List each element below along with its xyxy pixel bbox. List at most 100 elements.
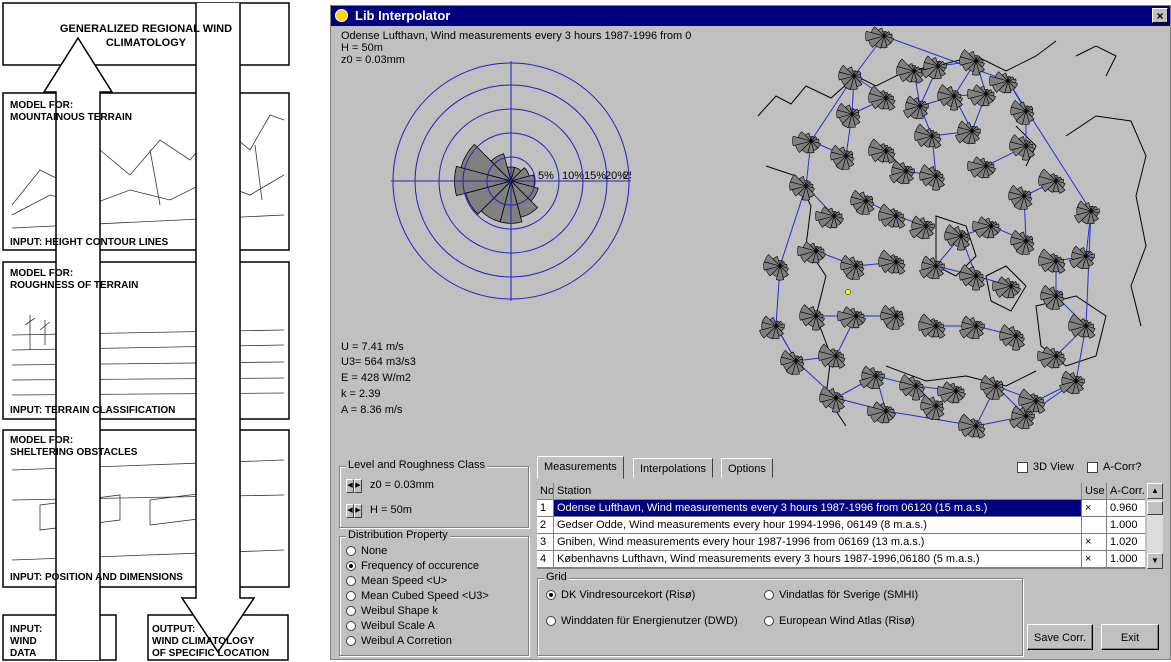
- radio-icon[interactable]: [346, 636, 356, 646]
- grid-option-label: DK Vindresourcekort (Risø): [561, 589, 696, 601]
- radio-icon[interactable]: [546, 616, 556, 626]
- cell-no[interactable]: 1: [537, 500, 553, 516]
- scroll-down-icon[interactable]: ▼: [1147, 553, 1163, 569]
- h-spinner[interactable]: ◀ ▶: [346, 504, 362, 518]
- station-rose: [959, 315, 985, 340]
- station-rose: [980, 374, 1005, 401]
- table-row[interactable]: 1 Odense Lufthavn, Wind measurements ever…: [537, 500, 1145, 517]
- station-rose: [992, 276, 1021, 299]
- title-bar[interactable]: Lib Interpolator ×: [331, 6, 1170, 26]
- cell-use[interactable]: ×: [1082, 534, 1106, 550]
- cell-no[interactable]: 4: [537, 551, 553, 567]
- diagram-s3-model2: SHELTERING OBSTACLES: [10, 447, 138, 458]
- distribution-caption: Distribution Property: [346, 529, 450, 541]
- check-3d-view[interactable]: 3D View: [1017, 461, 1074, 473]
- distribution-option[interactable]: Weibul A Corretion: [346, 635, 452, 647]
- station-rose: [868, 85, 896, 111]
- save-corr-button[interactable]: Save Corr.: [1027, 624, 1093, 650]
- radio-icon[interactable]: [346, 621, 356, 631]
- cell-use[interactable]: ×: [1082, 500, 1106, 516]
- distribution-option[interactable]: Weibul Scale A: [346, 620, 435, 632]
- radio-icon[interactable]: [346, 546, 356, 556]
- ring-label-15: 15%: [584, 170, 606, 182]
- table-scrollbar[interactable]: ▲ ▼: [1147, 483, 1163, 569]
- station-rose: [921, 55, 947, 80]
- station-rose: [914, 123, 942, 149]
- station-rose: [918, 313, 946, 339]
- check-3d-box[interactable]: [1017, 461, 1028, 473]
- station-rose: [780, 349, 805, 376]
- station-rose: [797, 241, 826, 264]
- table-row[interactable]: 4 Københavns Lufthavn, Wind measurements …: [537, 551, 1145, 568]
- level-roughness-group: Level and Roughness Class ◀ ▶ z0 = 0.03mm…: [339, 459, 529, 528]
- grid-option[interactable]: Winddaten für Energienutzer (DWD): [546, 615, 738, 627]
- table-header: No. Station Use A-Corr.: [537, 483, 1145, 500]
- station-rose: [815, 206, 844, 229]
- scroll-up-icon[interactable]: ▲: [1147, 483, 1163, 499]
- distribution-option[interactable]: Frequency of occurence: [346, 560, 479, 572]
- check-acorr[interactable]: A-Corr?: [1087, 461, 1142, 473]
- stat-u: U = 7.41 m/s: [341, 341, 404, 353]
- cell-acorr[interactable]: 1.020: [1107, 534, 1145, 550]
- close-button[interactable]: ×: [1152, 8, 1168, 23]
- radio-icon[interactable]: [764, 590, 774, 600]
- check-acorr-box[interactable]: [1087, 461, 1098, 473]
- radio-icon[interactable]: [546, 590, 556, 600]
- exit-button[interactable]: Exit: [1101, 624, 1159, 650]
- cell-no[interactable]: 3: [537, 534, 553, 550]
- scroll-thumb[interactable]: [1147, 501, 1163, 515]
- cell-station[interactable]: Gedser Odde, Wind measurements every hou…: [554, 517, 1081, 533]
- cell-acorr[interactable]: 0.960: [1107, 500, 1145, 516]
- col-acorr[interactable]: A-Corr.: [1107, 483, 1145, 499]
- radio-icon[interactable]: [346, 591, 356, 601]
- station-rose: [955, 120, 981, 145]
- station-rose: [1038, 168, 1066, 194]
- cell-acorr[interactable]: 1.000: [1107, 551, 1145, 567]
- diagram-br-2: WIND CLIMATOLOGY: [152, 636, 255, 647]
- station-rose: [1074, 200, 1100, 225]
- radio-icon[interactable]: [764, 616, 774, 626]
- distribution-option[interactable]: Weibul Shape k: [346, 605, 438, 617]
- grid-option[interactable]: European Wind Atlas (Risø): [764, 615, 915, 627]
- table-row[interactable]: 2 Gedser Odde, Wind measurements every ho…: [537, 517, 1145, 534]
- station-rose: [909, 215, 935, 240]
- cell-station[interactable]: Odense Lufthavn, Wind measurements every…: [554, 500, 1081, 516]
- radio-icon[interactable]: [346, 561, 356, 571]
- cell-station[interactable]: Gniben, Wind measurements every hour 198…: [554, 534, 1081, 550]
- cell-station[interactable]: Københavns Lufthavn, Wind measurements e…: [554, 551, 1081, 567]
- distribution-option-label: Frequency of occurence: [361, 560, 480, 572]
- station-rose: [937, 381, 966, 404]
- col-use[interactable]: Use: [1082, 483, 1106, 499]
- distribution-option-label: Weibul A Corretion: [361, 635, 452, 647]
- distribution-option-label: Mean Speed <U>: [361, 575, 448, 587]
- radio-icon[interactable]: [346, 576, 356, 586]
- distribution-option[interactable]: Mean Speed <U>: [346, 575, 447, 587]
- cell-acorr[interactable]: 1.000: [1107, 517, 1145, 533]
- station-rose: [919, 255, 945, 280]
- tab-options[interactable]: Options: [721, 458, 773, 478]
- col-no[interactable]: No.: [537, 483, 553, 499]
- tab-measurements[interactable]: Measurements: [537, 456, 624, 479]
- wind-rose-chart: 5% 10% 15% 20% 25%: [391, 61, 631, 301]
- station-rose: [944, 224, 970, 251]
- tab-interpolations[interactable]: Interpolations: [633, 458, 714, 478]
- station-rose: [972, 216, 1001, 239]
- cell-use[interactable]: [1082, 517, 1106, 533]
- grid-option[interactable]: DK Vindresourcekort (Risø): [546, 589, 695, 601]
- distribution-option[interactable]: None: [346, 545, 387, 557]
- station-rose: [830, 144, 855, 171]
- height-label: H = 50m: [341, 42, 383, 54]
- wind-climatology-diagram: GENERALIZED REGIONAL WIND CLIMATOLOGY MO…: [2, 2, 290, 661]
- grid-option[interactable]: Vindatlas för Sverige (SMHI): [764, 589, 918, 601]
- check-3d-label: 3D View: [1033, 461, 1074, 473]
- radio-icon[interactable]: [346, 606, 356, 616]
- z0-spinner[interactable]: ◀ ▶: [346, 479, 362, 493]
- cell-no[interactable]: 2: [537, 517, 553, 533]
- table-row[interactable]: 3 Gniben, Wind measurements every hour 19…: [537, 534, 1145, 551]
- station-rose: [1008, 184, 1033, 211]
- cell-use[interactable]: ×: [1082, 551, 1106, 567]
- distribution-option[interactable]: Mean Cubed Speed <U3>: [346, 590, 489, 602]
- station-map[interactable]: [736, 26, 1166, 446]
- col-station[interactable]: Station: [554, 483, 1081, 499]
